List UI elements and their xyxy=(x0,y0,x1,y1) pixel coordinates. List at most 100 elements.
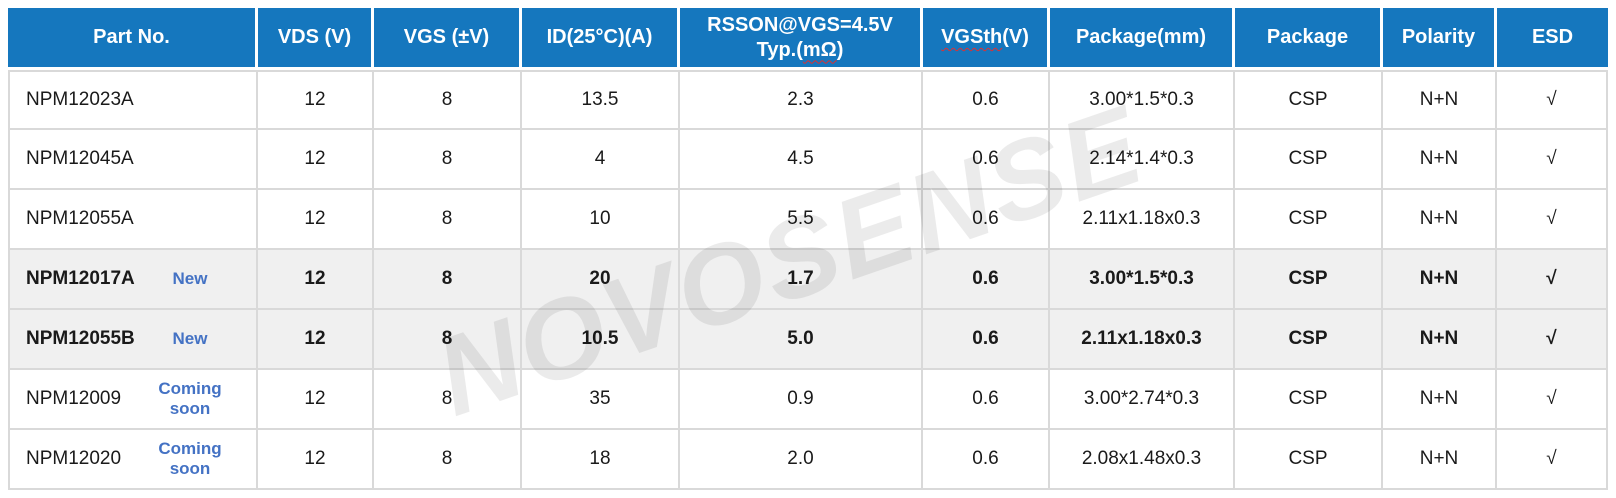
cell-pol: N+N xyxy=(1383,370,1497,430)
table-row: NPM12045A 12 8 4 4.5 0.6 2.14*1.4*0.3 CSP N+N √ xyxy=(8,130,1608,190)
rsson-header-line2: Typ.(mΩ) xyxy=(682,38,918,63)
col-header-part-no: Part No. xyxy=(8,8,258,70)
cell-pol: N+N xyxy=(1383,70,1497,130)
cell-pkgmm: 2.08x1.48x0.3 xyxy=(1050,430,1235,490)
cell-pkgmm: 2.11x1.18x0.3 xyxy=(1050,310,1235,370)
part-number: NPM12055B xyxy=(26,328,135,349)
cell-vds: 12 xyxy=(258,370,374,430)
cell-part-no: NPM12055A xyxy=(8,190,258,250)
col-header-package-mm: Package(mm) xyxy=(1050,8,1235,70)
cell-vgsth: 0.6 xyxy=(923,70,1050,130)
rsson-header-line1: RSSON@VGS=4.5V xyxy=(707,13,893,36)
cell-part-no: NPM12055B New xyxy=(8,310,258,370)
cell-vgsth: 0.6 xyxy=(923,130,1050,190)
cell-esd: √ xyxy=(1497,310,1608,370)
status-badge: Coming soon xyxy=(158,379,222,418)
cell-esd: √ xyxy=(1497,250,1608,310)
cell-pkg: CSP xyxy=(1235,310,1383,370)
cell-esd: √ xyxy=(1497,370,1608,430)
cell-vgsth: 0.6 xyxy=(923,190,1050,250)
status-badge: New xyxy=(172,329,208,349)
part-cell-content: NPM12009 Coming soon xyxy=(26,379,234,418)
cell-pkgmm: 2.14*1.4*0.3 xyxy=(1050,130,1235,190)
cell-pkgmm: 3.00*1.5*0.3 xyxy=(1050,70,1235,130)
cell-pkgmm: 3.00*1.5*0.3 xyxy=(1050,250,1235,310)
cell-id: 10.5 xyxy=(522,310,680,370)
part-cell-content: NPM12045A xyxy=(26,148,234,170)
cell-vds: 12 xyxy=(258,250,374,310)
cell-vgsth: 0.6 xyxy=(923,250,1050,310)
rsson-typ-wavy-text: mΩ xyxy=(802,38,837,61)
cell-vgs: 8 xyxy=(374,190,522,250)
cell-id: 13.5 xyxy=(522,70,680,130)
col-header-id: ID(25°C)(A) xyxy=(522,8,680,70)
table-row: NPM12055B New 12 8 10.5 5.0 0.6 2.11x1.18x0.3 CS… xyxy=(8,310,1608,370)
part-number: NPM12017A xyxy=(26,268,135,289)
cell-vgs: 8 xyxy=(374,430,522,490)
table-row: NPM12020 Coming soon 12 8 18 2.0 0.6 2.08x1.48x… xyxy=(8,430,1608,490)
part-cell-content: NPM12055B New xyxy=(26,328,234,350)
cell-rsson: 0.9 xyxy=(680,370,923,430)
cell-part-no: NPM12009 Coming soon xyxy=(8,370,258,430)
cell-rsson: 5.5 xyxy=(680,190,923,250)
col-header-polarity: Polarity xyxy=(1383,8,1497,70)
cell-pkg: CSP xyxy=(1235,370,1383,430)
cell-rsson: 4.5 xyxy=(680,130,923,190)
part-number: NPM12009 xyxy=(26,388,122,409)
col-header-vgsth: VGSth(V) xyxy=(923,8,1050,70)
cell-pol: N+N xyxy=(1383,190,1497,250)
part-cell-content: NPM12017A New xyxy=(26,268,234,290)
part-cell-content: NPM12023A xyxy=(26,89,234,111)
cell-id: 35 xyxy=(522,370,680,430)
cell-pkgmm: 2.11x1.18x0.3 xyxy=(1050,190,1235,250)
cell-id: 20 xyxy=(522,250,680,310)
cell-vgs: 8 xyxy=(374,310,522,370)
cell-vds: 12 xyxy=(258,70,374,130)
table-row: NPM12055A 12 8 10 5.5 0.6 2.11x1.18x0.3 CSP N+N √ xyxy=(8,190,1608,250)
col-header-rsson: RSSON@VGS=4.5V Typ.(mΩ) xyxy=(680,8,923,70)
vgsth-wavy-text: VGSth xyxy=(941,26,1003,48)
part-number: NPM12020 xyxy=(26,448,122,469)
cell-esd: √ xyxy=(1497,130,1608,190)
cell-rsson: 5.0 xyxy=(680,310,923,370)
cell-esd: √ xyxy=(1497,70,1608,130)
part-cell-content: NPM12055A xyxy=(26,208,234,230)
part-number: NPM12045A xyxy=(26,148,134,169)
vgsth-suffix: (V) xyxy=(1002,26,1029,48)
cell-part-no: NPM12045A xyxy=(8,130,258,190)
cell-vgsth: 0.6 xyxy=(923,370,1050,430)
status-badge: Coming soon xyxy=(158,439,222,478)
cell-pol: N+N xyxy=(1383,250,1497,310)
rsson-typ-prefix: Typ.( xyxy=(756,38,803,61)
cell-vds: 12 xyxy=(258,310,374,370)
cell-pol: N+N xyxy=(1383,430,1497,490)
cell-vds: 12 xyxy=(258,190,374,250)
table-header: Part No. VDS (V) VGS (±V) ID(25°C)(A) RS… xyxy=(8,8,1608,70)
cell-id: 18 xyxy=(522,430,680,490)
cell-rsson: 2.3 xyxy=(680,70,923,130)
cell-part-no: NPM12017A New xyxy=(8,250,258,310)
cell-vgsth: 0.6 xyxy=(923,430,1050,490)
cell-pkg: CSP xyxy=(1235,250,1383,310)
cell-pkg: CSP xyxy=(1235,130,1383,190)
cell-pkgmm: 3.00*2.74*0.3 xyxy=(1050,370,1235,430)
cell-vgs: 8 xyxy=(374,70,522,130)
cell-pkg: CSP xyxy=(1235,190,1383,250)
cell-vgs: 8 xyxy=(374,250,522,310)
cell-part-no: NPM12020 Coming soon xyxy=(8,430,258,490)
cell-esd: √ xyxy=(1497,430,1608,490)
cell-vgs: 8 xyxy=(374,370,522,430)
part-cell-content: NPM12020 Coming soon xyxy=(26,439,234,478)
cell-id: 4 xyxy=(522,130,680,190)
cell-vds: 12 xyxy=(258,430,374,490)
cell-id: 10 xyxy=(522,190,680,250)
status-badge: New xyxy=(172,269,208,289)
cell-pol: N+N xyxy=(1383,310,1497,370)
header-row: Part No. VDS (V) VGS (±V) ID(25°C)(A) RS… xyxy=(8,8,1608,70)
cell-rsson: 1.7 xyxy=(680,250,923,310)
cell-part-no: NPM12023A xyxy=(8,70,258,130)
cell-rsson: 2.0 xyxy=(680,430,923,490)
cell-esd: √ xyxy=(1497,190,1608,250)
table-body: NPM12023A 12 8 13.5 2.3 0.6 3.00*1.5*0.3 CSP N+N… xyxy=(8,70,1608,490)
